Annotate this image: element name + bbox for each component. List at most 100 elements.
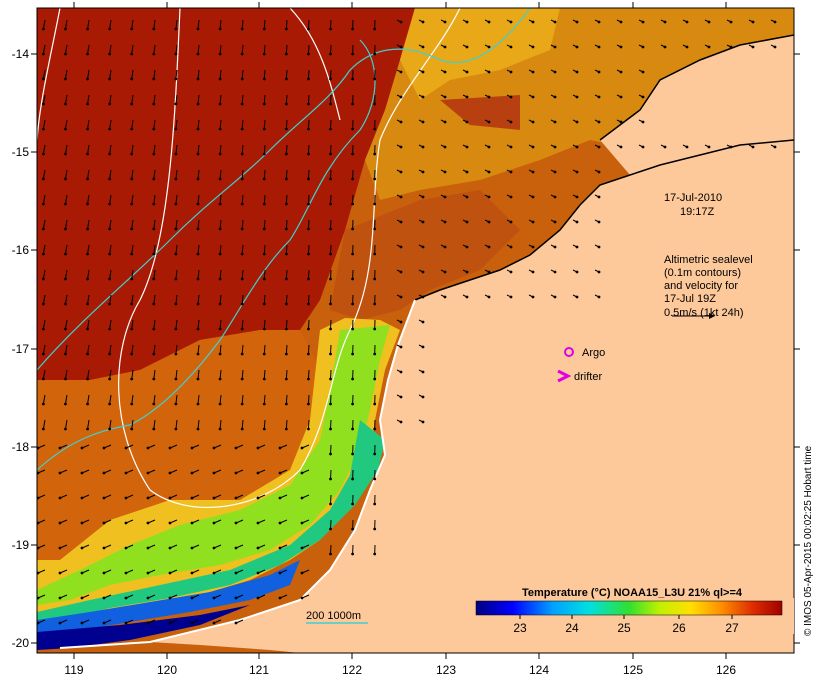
velocity-arrow-head — [278, 571, 282, 575]
velocity-arrow-head — [465, 20, 469, 24]
lon-tick-label: 124 — [529, 663, 549, 677]
velocity-arrow — [109, 344, 112, 355]
velocity-arrow-head — [41, 352, 45, 356]
velocity-arrow-head — [399, 120, 403, 124]
velocity-arrow-head — [130, 302, 134, 306]
velocity-arrow — [307, 419, 310, 430]
velocity-arrow — [307, 119, 310, 130]
velocity-arrow-head — [575, 145, 579, 149]
velocity-arrow — [87, 244, 90, 255]
colorbar-tick-label: 24 — [565, 621, 579, 635]
velocity-arrow-head — [329, 152, 332, 156]
velocity-arrow-head — [240, 177, 244, 181]
velocity-arrow-head — [278, 596, 282, 600]
velocity-arrow-head — [351, 502, 355, 506]
velocity-arrow-head — [509, 120, 513, 124]
velocity-arrow-head — [531, 145, 535, 149]
velocity-arrow — [109, 244, 112, 255]
velocity-arrow-head — [41, 52, 45, 56]
lat-tick-label: -15 — [12, 145, 30, 159]
velocity-arrow — [109, 94, 112, 105]
velocity-arrow-head — [102, 471, 106, 475]
velocity-arrow-head — [174, 352, 178, 356]
velocity-arrow-head — [234, 521, 238, 525]
velocity-arrow-head — [124, 596, 128, 600]
velocity-arrow — [109, 44, 112, 55]
velocity-arrow-head — [240, 427, 244, 431]
velocity-arrow-head — [64, 277, 67, 281]
velocity-arrow-head — [399, 395, 403, 399]
velocity-arrow-head — [256, 596, 260, 600]
velocity-arrow-head — [509, 95, 513, 99]
velocity-arrow-head — [174, 152, 178, 156]
velocity-arrow-head — [399, 220, 403, 224]
velocity-arrow-head — [619, 120, 623, 124]
velocity-arrow-head — [64, 327, 67, 331]
velocity-arrow-head — [421, 120, 425, 124]
velocity-arrow — [307, 344, 310, 355]
velocity-arrow-head — [86, 327, 89, 331]
velocity-arrow-head — [307, 302, 310, 306]
colorbar-tick-label: 27 — [725, 621, 739, 635]
legend-title: Temperature (°C) NOAA15_L3U 21% ql>=4 — [522, 587, 743, 599]
altimetry-note-line-1: Altimetric sealevel — [664, 254, 753, 266]
velocity-arrow-head — [373, 177, 377, 181]
temperature-colorbar — [475, 600, 783, 616]
velocity-arrow — [285, 169, 288, 180]
velocity-arrow-head — [329, 327, 332, 331]
velocity-arrow-head — [351, 52, 355, 56]
velocity-arrow — [42, 394, 46, 405]
velocity-arrow-head — [663, 145, 667, 149]
velocity-arrow-head — [168, 471, 172, 475]
velocity-arrow-head — [80, 621, 84, 625]
velocity-arrow-head — [307, 102, 310, 106]
velocity-arrow-head — [37, 521, 40, 525]
velocity-arrow-head — [108, 252, 112, 256]
velocity-arrow-head — [509, 270, 513, 274]
velocity-arrow-head — [729, 45, 733, 49]
velocity-arrow-head — [174, 252, 178, 256]
velocity-arrow-head — [307, 402, 310, 406]
velocity-arrow-head — [553, 95, 557, 99]
velocity-arrow-head — [196, 152, 200, 156]
velocity-arrow-head — [190, 546, 194, 550]
velocity-arrow-head — [262, 27, 266, 31]
velocity-arrow-head — [707, 45, 711, 49]
velocity-arrow-head — [37, 596, 40, 600]
velocity-arrow-head — [262, 402, 266, 406]
velocity-arrow-head — [373, 377, 377, 381]
argo-label: Argo — [582, 347, 605, 359]
velocity-arrow — [197, 369, 200, 380]
velocity-arrow — [285, 369, 288, 380]
velocity-arrow — [131, 94, 134, 105]
velocity-arrow — [219, 319, 222, 330]
velocity-arrow-head — [373, 327, 377, 331]
velocity-arrow-head — [108, 302, 112, 306]
velocity-arrow-head — [421, 145, 425, 149]
colorbar-tick-label: 25 — [617, 621, 631, 635]
velocity-arrow — [197, 194, 200, 205]
velocity-arrow — [87, 44, 90, 55]
velocity-arrow-head — [218, 327, 222, 331]
velocity-arrow-head — [218, 177, 222, 181]
velocity-arrow — [197, 219, 200, 230]
velocity-arrow-head — [152, 202, 156, 206]
velocity-arrow — [87, 219, 90, 230]
velocity-arrow-head — [300, 571, 304, 575]
velocity-arrow — [175, 344, 178, 355]
velocity-arrow — [153, 369, 156, 380]
velocity-arrow — [307, 294, 310, 305]
velocity-arrow-head — [597, 245, 601, 249]
velocity-arrow-head — [212, 621, 216, 625]
velocity-arrow-head — [37, 496, 40, 500]
velocity-arrow — [64, 169, 68, 180]
velocity-arrow — [219, 369, 222, 380]
velocity-arrow-head — [373, 352, 377, 356]
velocity-arrow — [153, 69, 156, 80]
velocity-arrow-head — [124, 621, 128, 625]
velocity-arrow-head — [373, 452, 377, 456]
velocity-arrow-head — [619, 20, 623, 24]
velocity-arrow-head — [41, 202, 45, 206]
velocity-arrow — [131, 319, 134, 330]
